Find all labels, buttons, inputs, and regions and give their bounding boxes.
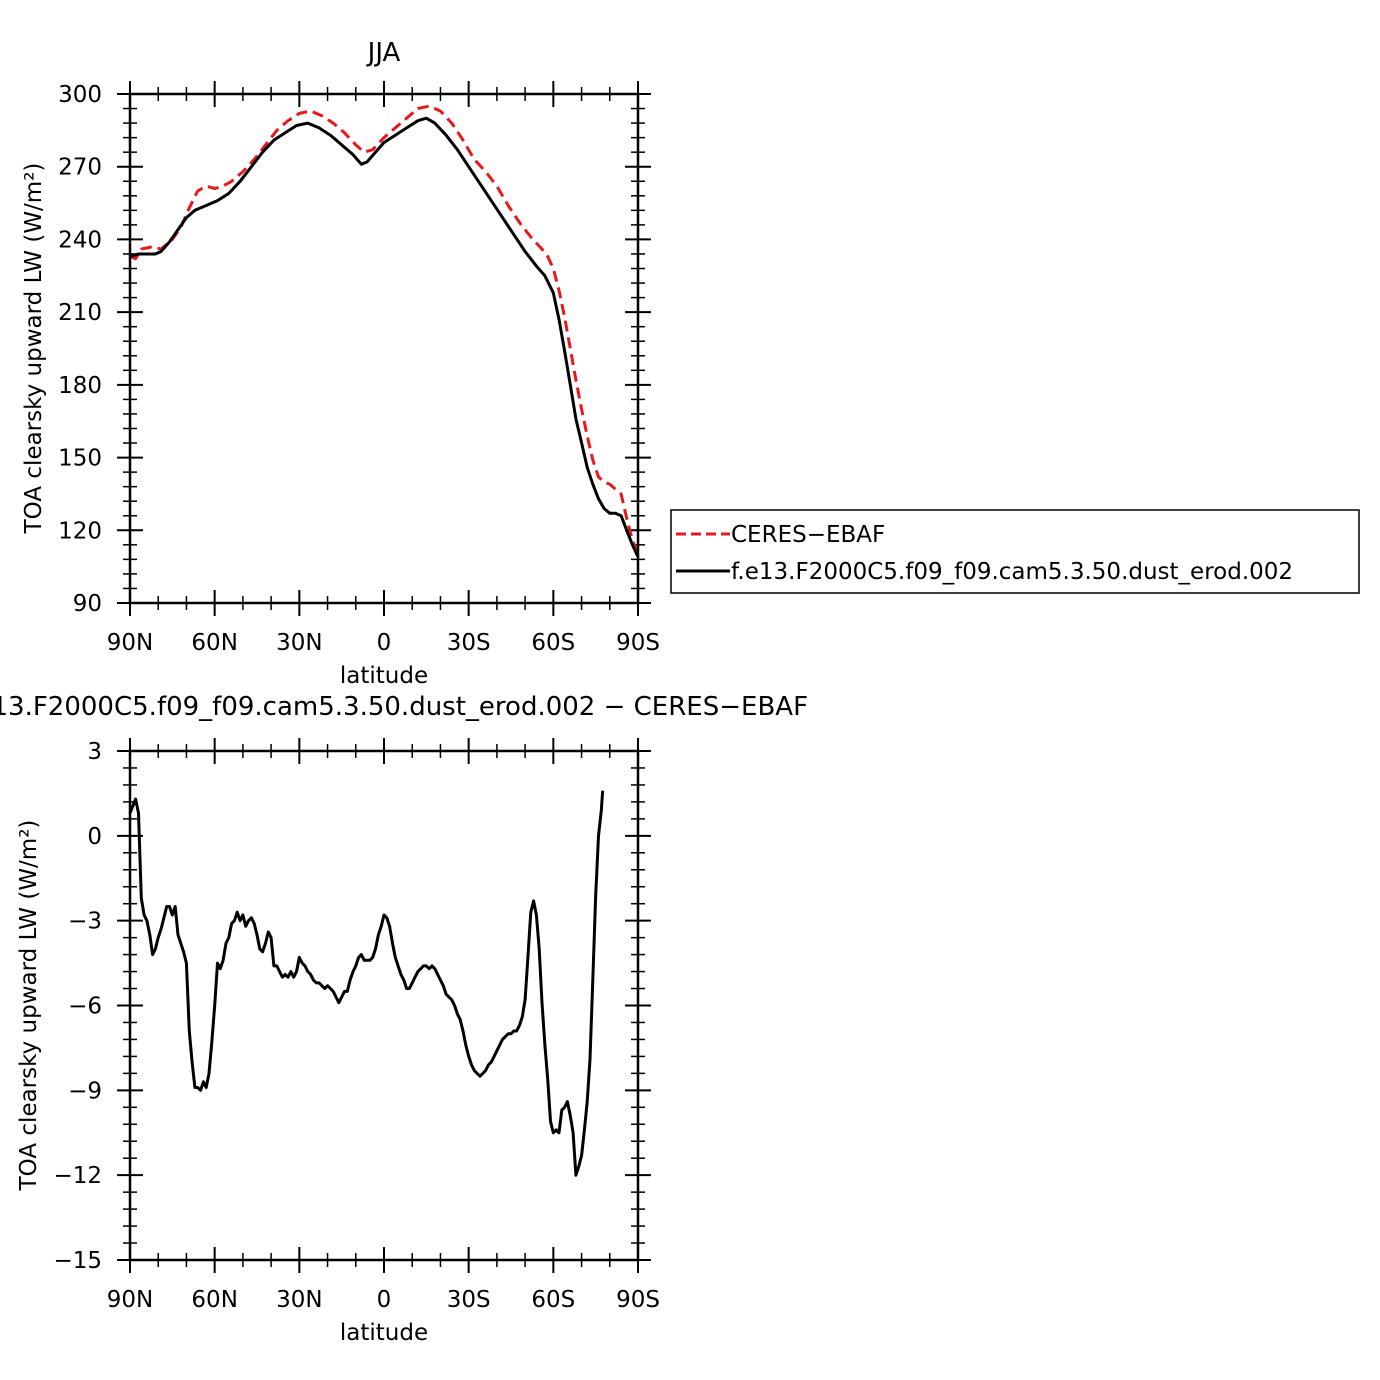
top-panel-y-tick-label: 300 [58, 82, 102, 108]
top-panel-y-tick-label: 180 [58, 373, 102, 399]
bottom-panel-y-axis-label: TOA clearsky upward LW (W/m²) [16, 820, 42, 1192]
top-panel-y-tick-label: 90 [73, 591, 102, 617]
top-panel-title: JJA [366, 38, 401, 68]
top-panel-tick-labels: 90 120 150 180 210 240 270 300 90N 60N 30N 0 30S 60S 9… [58, 82, 660, 656]
legend-label-ceres: CERES−EBAF [731, 522, 885, 548]
top-panel-series-line-0 [129, 104, 640, 556]
top-panel-plot-frame [128, 92, 640, 605]
top-panel-ticks [117, 81, 651, 616]
top-panel-x-tick-label: 60S [531, 630, 575, 656]
top-panel-series-line-1 [129, 116, 640, 558]
top-panel-x-tick-label: 60N [191, 630, 237, 656]
bottom-panel-ticks [117, 738, 651, 1273]
top-panel: JJA TOA clearsky upward LW (W/m²) latitu… [21, 38, 660, 689]
bottom-panel-y-tick-label: 0 [87, 824, 102, 850]
bottom-panel-y-tick-label: −12 [53, 1163, 102, 1189]
legend-label-model: f.e13.F2000C5.f09_f09.cam5.3.50.dust_ero… [731, 559, 1293, 585]
bottom-panel-x-tick-label: 60S [531, 1287, 575, 1313]
bottom-panel-y-tick-label: −15 [53, 1248, 102, 1274]
legend: CERES−EBAF f.e13.F2000C5.f09_f09.cam5.3.… [670, 509, 1360, 594]
bottom-panel-x-axis-label: latitude [340, 1320, 428, 1346]
top-panel-y-axis-label: TOA clearsky upward LW (W/m²) [21, 163, 47, 535]
bottom-panel-y-tick-label: −3 [68, 909, 102, 935]
bottom-panel-x-tick-label: 0 [377, 1287, 392, 1313]
top-panel-x-tick-label: 90N [107, 630, 153, 656]
bottom-panel-x-tick-label: 90S [616, 1287, 660, 1313]
bottom-panel-plot-frame [128, 749, 640, 1262]
legend-box [670, 509, 1360, 594]
bottom-panel-title: f.e13.F2000C5.f09_f09.cam5.3.50.dust_ero… [0, 692, 808, 722]
bottom-panel-y-tick-label: −9 [68, 1078, 102, 1104]
bottom-panel-series [128, 790, 605, 1177]
bottom-panel-tick-labels: −15 −12 −9 −6 −3 0 3 90N 60N 30N 0 30S 60S 90S [53, 739, 659, 1313]
top-panel-y-tick-label: 210 [58, 300, 102, 326]
top-panel-x-tick-label: 30N [276, 630, 322, 656]
bottom-panel-x-tick-label: 60N [191, 1287, 237, 1313]
bottom-panel-x-tick-label: 90N [107, 1287, 153, 1313]
top-panel-x-axis-label: latitude [340, 663, 428, 689]
top-panel-y-tick-label: 120 [58, 518, 102, 544]
top-panel-x-tick-label: 30S [447, 630, 491, 656]
top-panel-series [129, 104, 640, 558]
top-panel-y-tick-label: 270 [58, 155, 102, 181]
bottom-panel-y-tick-label: 3 [87, 739, 102, 765]
top-panel-x-tick-label: 0 [377, 630, 392, 656]
top-panel-x-tick-label: 90S [616, 630, 660, 656]
bottom-panel-series-line-0 [128, 790, 605, 1177]
top-panel-y-tick-label: 150 [58, 446, 102, 472]
bottom-panel: f.e13.F2000C5.f09_f09.cam5.3.50.dust_ero… [0, 692, 808, 1346]
bottom-panel-y-tick-label: −6 [68, 994, 102, 1020]
bottom-panel-x-tick-label: 30N [276, 1287, 322, 1313]
top-panel-y-tick-label: 240 [58, 227, 102, 253]
bottom-panel-x-tick-label: 30S [447, 1287, 491, 1313]
